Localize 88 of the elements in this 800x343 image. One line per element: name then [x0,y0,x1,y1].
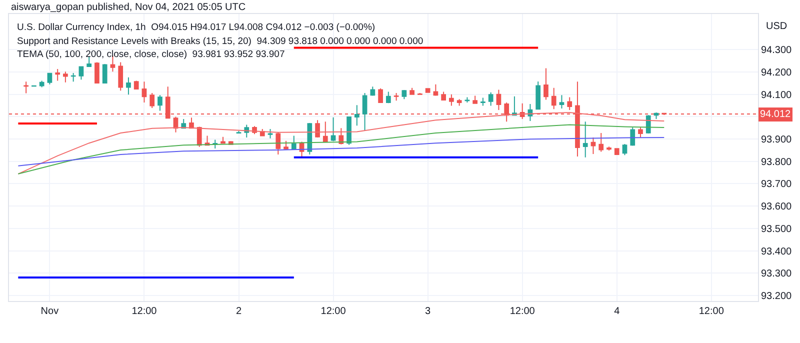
candlestick [488,92,494,106]
y-tick-label: 93.800 [761,156,792,168]
candlestick [346,116,352,146]
candlestick [134,80,139,90]
x-tick-label: 4 [614,306,620,317]
candlestick [394,92,399,102]
candlestick [284,140,288,150]
candlestick [410,87,414,95]
candlestick [464,96,470,103]
candlestick [315,120,320,138]
candlestick [622,143,628,156]
candlestick [126,76,131,96]
candlestick [70,72,76,82]
candlestick [118,62,124,92]
candlestick [276,132,281,155]
candlestick [150,92,155,109]
annotation: TEMA (50, 100, 200, close, close, close) 93.981 93.952 93.907 [17,49,285,60]
y-tick-label: 93.700 [761,179,792,190]
candlestick [559,94,564,109]
candlestick [354,104,360,126]
candlestick [528,104,533,122]
candlestick [425,88,430,93]
candlestick [378,88,383,103]
candlestick [582,121,588,158]
candlestick [441,91,446,100]
candlestick [544,68,548,100]
candlestick [220,136,226,144]
candlestick [606,146,612,151]
y-tick-label: 93.200 [761,290,792,302]
candlestick [196,126,202,148]
y-tick-label: 93.400 [761,246,792,258]
y-tick-label: 94.200 [761,68,792,79]
candlestick [39,80,44,88]
text: aiswarya_gopan published, Nov 04, 2021 05:05 UTC [11,2,246,13]
candlestick [268,128,273,139]
candlestick [551,87,556,110]
candlestick [63,71,68,83]
candlestick [78,66,84,80]
line-series [18,137,665,166]
candlestick [55,68,60,82]
candlestick [24,81,28,94]
x-tick-label: 3 [425,306,432,317]
x-tick-label: 12:00 [698,306,724,317]
x-tick-label: 12:00 [320,306,346,317]
candlestick [362,92,368,132]
ref-line-label: 94.012 [760,109,792,120]
x-tick-label: 12:00 [510,306,536,317]
candlestick [402,89,407,100]
annotation: Support and Resistance Levels with Breaks (15, 15, 20) 94.309 93.818 0.000 0.000 0.000 0.000 [17,36,424,47]
candlestick [322,121,328,142]
candlestick [496,89,502,111]
candlestick [472,95,478,104]
x-tick-label: Nov [40,306,59,317]
candlestick [614,148,620,156]
candlestick [456,98,462,106]
candlestick [418,92,422,96]
candlestick [386,91,391,104]
candlestick [102,64,108,84]
candlestick [158,94,162,112]
x-tick-label: 2 [236,306,242,317]
candlestick [47,72,52,85]
line-series [18,112,665,174]
line-series [18,124,665,174]
y-tick-label: 93.500 [761,224,792,235]
candlestick [480,97,486,106]
candlestick [370,86,376,96]
candlestick [94,62,100,84]
candlestick [338,128,344,145]
candlestick [590,137,596,155]
y-tick-label: 93.900 [761,134,792,146]
candlestick [536,80,541,110]
candlestick [598,132,604,152]
candlestick [433,84,438,96]
candlestick [291,135,296,150]
candlestick [630,126,636,146]
candlestick [654,112,659,120]
y-tick-label: 93.600 [761,202,792,213]
y-tick-label: 94.300 [761,45,792,56]
x-tick-label: 12:00 [132,306,158,317]
candlestick [142,81,147,103]
candlestick [449,94,454,106]
y-tick-label: 93.300 [761,268,792,280]
annotation: U.S. Dollar Currency Index, 1h O94.015 H94.017 L94.008 C94.012 −0.003 (−0.00%) [17,22,376,33]
candlestick [330,116,336,142]
y-tick-label: 94.100 [761,90,792,101]
text: USD [766,21,788,32]
candlestick [567,96,572,111]
candlestick [638,126,643,138]
